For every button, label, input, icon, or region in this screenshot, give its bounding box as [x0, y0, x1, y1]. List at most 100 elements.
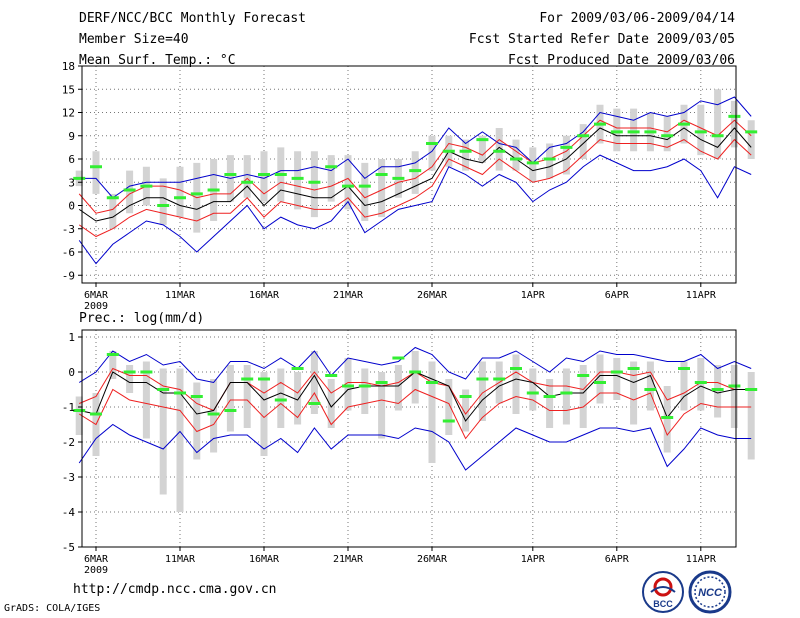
x-tick-label: 26MAR	[417, 554, 448, 565]
median-mark	[476, 138, 489, 142]
y-tick-label: 0	[68, 366, 75, 379]
median-mark	[106, 353, 119, 356]
chart-panel-1: 18 15 12 9 6 3 0 -3 -6 -9 6MAR 11MAR 16MAR 21MAR 26MAR…	[62, 60, 758, 312]
plot-frame	[81, 329, 737, 548]
spread-box	[344, 155, 352, 210]
y-tick-label: 0	[68, 200, 75, 213]
median-mark	[510, 367, 522, 370]
spread-box	[411, 151, 419, 194]
spread-box	[714, 365, 722, 418]
median-mark	[678, 367, 690, 370]
fcst-started-date: Fcst Started Refer Date 2009/03/05	[468, 32, 735, 47]
median-mark	[678, 122, 690, 126]
median-mark	[291, 176, 304, 180]
median-mark	[224, 409, 237, 412]
spread-box	[445, 379, 453, 435]
series-line-min	[78, 154, 752, 265]
spread-box	[210, 379, 218, 453]
median-mark	[745, 130, 758, 134]
spread-box	[428, 361, 436, 463]
x-tick-label: 26MAR	[417, 290, 448, 301]
median-mark	[543, 395, 556, 398]
spread-box	[361, 368, 369, 414]
spread-box	[697, 104, 705, 156]
spread-box	[327, 379, 335, 428]
forecast-period: For 2009/03/06-2009/04/14	[539, 11, 735, 26]
median-mark	[745, 388, 758, 391]
median-mark	[274, 398, 287, 402]
spread-box	[680, 361, 688, 411]
spread-box	[512, 354, 520, 414]
header-right: For 2009/03/06-2009/04/14 Fcst Started R…	[469, 11, 735, 74]
median-mark	[526, 391, 539, 395]
median-mark	[442, 419, 455, 423]
spread-box	[697, 358, 705, 411]
panel-title-precip: Prec.: log(mm/d)	[79, 311, 204, 326]
median-mark	[577, 374, 590, 377]
median-mark	[459, 395, 472, 398]
median-mark	[207, 412, 220, 416]
median-mark	[325, 374, 338, 377]
median-mark	[73, 409, 86, 412]
x-tick-label: 11APR	[686, 290, 717, 301]
spread-box	[495, 128, 503, 171]
spread-box	[596, 354, 604, 404]
spread-box	[646, 361, 654, 411]
median-mark	[342, 384, 354, 388]
spread-box	[546, 379, 554, 428]
spread-box	[243, 365, 251, 428]
y-tick-label: 9	[68, 130, 75, 143]
x-tick-label: 6APR	[605, 554, 630, 565]
median-mark	[90, 165, 102, 169]
series-line-mean-minus-sd	[78, 138, 752, 238]
spread-box	[75, 396, 83, 435]
median-mark	[190, 395, 203, 398]
y-tick-label: 12	[62, 107, 75, 120]
median-mark	[123, 188, 136, 192]
spread-box	[613, 108, 621, 152]
spread-box	[562, 135, 570, 175]
y-tick-label: 1	[68, 331, 75, 344]
spread-box	[126, 365, 134, 393]
spread-box	[394, 365, 402, 411]
median-mark	[644, 388, 657, 391]
median-mark	[325, 165, 338, 169]
spread-box	[663, 386, 671, 453]
median-mark	[308, 180, 321, 184]
grads-credit: GrADS: COLA/IGES	[4, 603, 101, 614]
spread-box	[579, 124, 587, 159]
median-mark	[174, 391, 186, 395]
spread-box	[109, 351, 117, 379]
median-mark	[560, 145, 573, 149]
spread-box	[361, 162, 369, 221]
median-mark	[123, 370, 136, 374]
series-line-mean	[78, 127, 752, 222]
median-mark	[426, 142, 438, 145]
y-tick-label: -3	[62, 471, 75, 484]
x-tick-label: 16MAR	[249, 290, 280, 301]
spread-box	[562, 368, 570, 425]
chart-panel-2: 1 0 -1 -2 -3 -4 -5 6MAR 11MAR 16MAR 21MAR 26MAR 1APR…	[62, 329, 758, 576]
plot-frame	[81, 65, 737, 284]
series-line-max	[79, 96, 752, 199]
spread-box	[529, 147, 537, 183]
median-mark	[224, 173, 237, 176]
median-mark	[610, 370, 623, 374]
spread-box	[92, 151, 100, 194]
median-mark	[392, 356, 405, 360]
x-tick-label: 1APR	[521, 290, 546, 301]
median-mark	[594, 381, 606, 384]
x-tick-label: 21MAR	[333, 290, 364, 301]
spread-box	[478, 135, 486, 163]
median-mark	[190, 192, 203, 196]
median-mark	[241, 377, 254, 381]
median-mark	[577, 134, 590, 138]
median-mark	[476, 377, 489, 381]
x-tick-label: 11MAR	[165, 554, 196, 565]
spread-box	[260, 372, 268, 456]
y-tick-label: -5	[62, 541, 75, 554]
median-mark	[291, 367, 304, 370]
y-tick-label: -9	[62, 269, 75, 282]
spread-box	[176, 166, 184, 218]
median-mark	[694, 381, 707, 384]
